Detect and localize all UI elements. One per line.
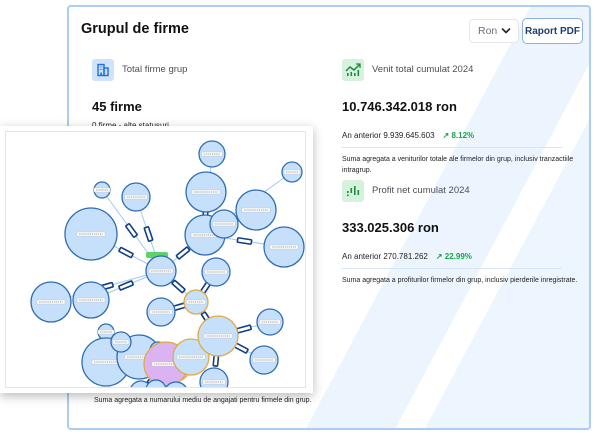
edge-label (125, 223, 138, 238)
edge-label (236, 324, 252, 334)
metric-description: Suma agregata a profiturilor firmelor di… (342, 277, 578, 284)
group-network-graph-panel (0, 126, 313, 393)
firms-other-status: 0 firme - alte statusuri (92, 121, 169, 130)
pdf-report-button[interactable]: Raport PDF (522, 18, 583, 44)
metric-description: Suma agregata a veniturilor totale ale f… (342, 156, 574, 174)
previous-year-row: An anterior 270.781.262 ↗ 22.99% (342, 252, 472, 261)
edge-label (118, 246, 134, 259)
previous-year-value: An anterior 9.939.645.603 (342, 131, 435, 140)
divider (342, 147, 562, 148)
card-title: Grupul de firme (81, 21, 189, 37)
edge-label (175, 246, 191, 260)
currency-select-value: Ron (478, 25, 498, 37)
previous-year-row: An anterior 9.939.645.603 ↗ 8.12% (342, 131, 474, 140)
graph-node-label (148, 268, 174, 274)
previous-year-value: An anterior 270.781.262 (342, 252, 428, 261)
metric-value: 45 firme (92, 99, 142, 114)
metric-value: 333.025.306 ron (342, 220, 439, 235)
metric-value: 10.746.342.018 ron (342, 99, 457, 114)
network-graph[interactable] (5, 131, 306, 388)
metric-label: Profit net cumulat 2024 (372, 185, 470, 196)
network-graph-canvas[interactable] (6, 132, 306, 388)
currency-select[interactable]: Ron (469, 19, 519, 43)
employees-description: Suma agregata a numarului mediu de angaj… (94, 397, 312, 404)
change-percent-badge: ↗ 22.99% (435, 252, 472, 261)
chevron-down-icon (501, 28, 511, 34)
edge-label (236, 237, 253, 245)
building-icon (92, 59, 114, 81)
metric-label: Venit total cumulat 2024 (372, 64, 474, 75)
graph-node[interactable] (199, 367, 229, 388)
edge-label (143, 226, 154, 242)
chart-line-up-icon (342, 59, 364, 81)
bar-chart-icon (342, 180, 364, 202)
change-percent-badge: ↗ 8.12% (442, 131, 475, 140)
divider (342, 268, 562, 269)
metric-label: Total firme grup (122, 64, 188, 75)
edge-label (171, 279, 186, 294)
